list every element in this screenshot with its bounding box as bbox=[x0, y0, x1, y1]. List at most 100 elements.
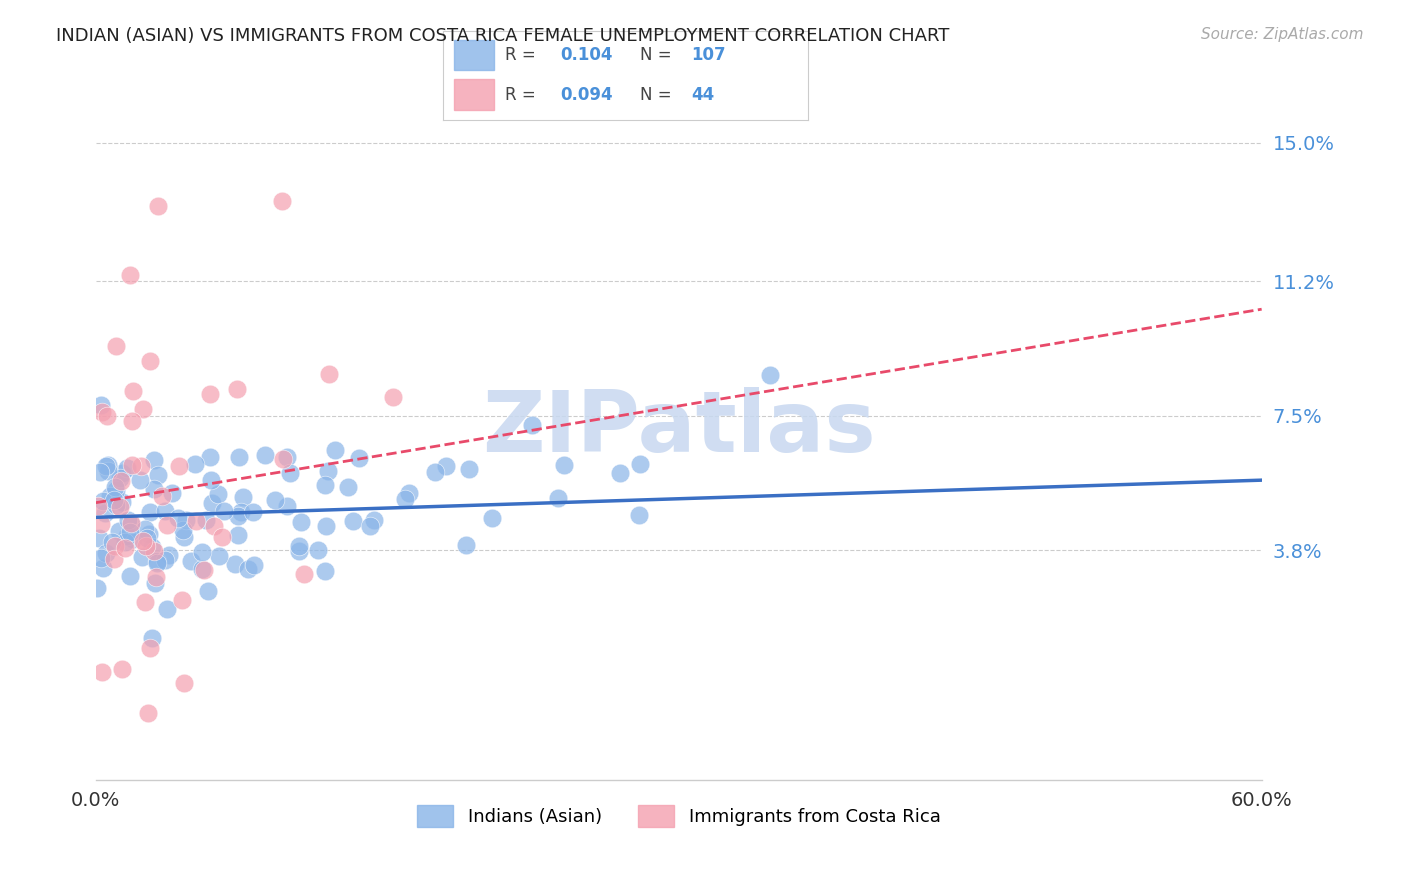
Point bbox=[276, 499, 298, 513]
Point bbox=[162, 486, 184, 500]
Point bbox=[226, 528, 249, 542]
Bar bbox=[454, 40, 494, 70]
Point bbox=[111, 662, 134, 676]
Point bbox=[758, 368, 780, 382]
Point bbox=[264, 492, 287, 507]
Point bbox=[520, 417, 543, 432]
Point bbox=[174, 513, 197, 527]
Point bbox=[91, 561, 114, 575]
Point bbox=[207, 486, 229, 500]
Point bbox=[153, 504, 176, 518]
Point bbox=[96, 546, 118, 560]
Point bbox=[193, 563, 215, 577]
Point bbox=[150, 489, 173, 503]
Point bbox=[231, 505, 253, 519]
Point bbox=[104, 480, 127, 494]
Point bbox=[253, 448, 276, 462]
Text: N =: N = bbox=[640, 46, 678, 64]
Point bbox=[198, 450, 221, 465]
Point bbox=[142, 543, 165, 558]
Point bbox=[91, 405, 114, 419]
Text: N =: N = bbox=[640, 86, 678, 103]
Point bbox=[101, 535, 124, 549]
Point bbox=[118, 569, 141, 583]
Point bbox=[131, 401, 153, 416]
Point bbox=[276, 450, 298, 464]
Point bbox=[195, 513, 218, 527]
Point bbox=[290, 515, 312, 529]
Point bbox=[122, 532, 145, 546]
Point bbox=[184, 457, 207, 471]
Point bbox=[97, 464, 120, 478]
Point bbox=[271, 452, 294, 467]
Point bbox=[278, 466, 301, 480]
Point bbox=[292, 567, 315, 582]
Point bbox=[200, 473, 222, 487]
Point bbox=[314, 565, 336, 579]
Point bbox=[118, 268, 141, 282]
Point bbox=[120, 516, 142, 530]
Point bbox=[381, 390, 404, 404]
Point bbox=[288, 539, 311, 553]
Point bbox=[117, 529, 139, 543]
Point bbox=[315, 518, 337, 533]
Point bbox=[200, 496, 222, 510]
Text: INDIAN (ASIAN) VS IMMIGRANTS FROM COSTA RICA FEMALE UNEMPLOYMENT CORRELATION CHA: INDIAN (ASIAN) VS IMMIGRANTS FROM COSTA … bbox=[56, 27, 949, 45]
Point bbox=[236, 562, 259, 576]
Point bbox=[630, 457, 652, 471]
Point bbox=[316, 464, 339, 478]
Point bbox=[94, 459, 117, 474]
Point bbox=[138, 706, 160, 721]
Point bbox=[122, 384, 145, 398]
Point bbox=[103, 551, 125, 566]
Point bbox=[138, 505, 160, 519]
Point bbox=[108, 471, 131, 485]
Point bbox=[226, 509, 249, 524]
Point bbox=[146, 554, 169, 568]
Point bbox=[90, 398, 112, 412]
Point bbox=[458, 462, 481, 476]
Point bbox=[172, 524, 194, 538]
Point bbox=[627, 508, 650, 522]
Point bbox=[226, 382, 249, 396]
Point bbox=[136, 531, 159, 545]
Point bbox=[481, 510, 503, 524]
Point bbox=[131, 550, 153, 565]
Point bbox=[242, 558, 264, 572]
Point bbox=[89, 465, 111, 479]
Point bbox=[198, 386, 221, 401]
Point bbox=[609, 467, 631, 481]
Point bbox=[156, 517, 179, 532]
Point bbox=[224, 557, 246, 571]
Point bbox=[211, 530, 233, 544]
Point bbox=[105, 483, 128, 498]
Point bbox=[121, 458, 143, 473]
Point bbox=[103, 493, 125, 508]
Point bbox=[139, 641, 162, 656]
Point bbox=[134, 595, 156, 609]
Point bbox=[173, 530, 195, 544]
Point bbox=[86, 581, 108, 595]
Point bbox=[153, 552, 176, 566]
Point bbox=[94, 506, 117, 520]
Text: Source: ZipAtlas.com: Source: ZipAtlas.com bbox=[1201, 27, 1364, 42]
Point bbox=[157, 548, 180, 562]
Point bbox=[89, 531, 111, 545]
Point bbox=[143, 575, 166, 590]
Point bbox=[90, 551, 112, 566]
Point bbox=[103, 539, 125, 553]
Point bbox=[138, 527, 160, 541]
Point bbox=[96, 409, 118, 423]
Point bbox=[228, 450, 250, 464]
Point bbox=[232, 490, 254, 504]
Point bbox=[318, 368, 340, 382]
Point bbox=[110, 474, 132, 488]
Bar bbox=[454, 79, 494, 110]
Text: 0.094: 0.094 bbox=[560, 86, 613, 103]
Point bbox=[108, 524, 131, 538]
Point bbox=[146, 556, 169, 570]
Point bbox=[197, 584, 219, 599]
Point bbox=[156, 602, 179, 616]
Point bbox=[363, 513, 385, 527]
Point bbox=[91, 494, 114, 508]
